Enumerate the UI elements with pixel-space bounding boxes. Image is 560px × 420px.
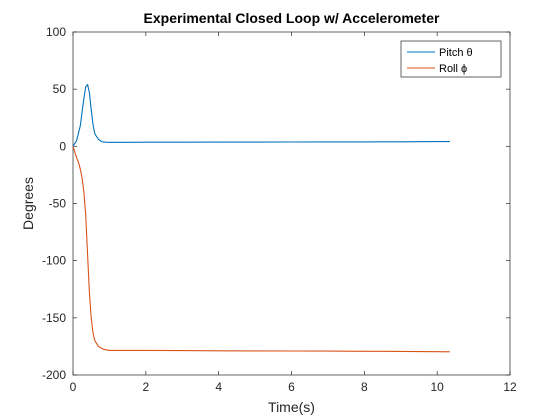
chart-title: Experimental Closed Loop w/ Acceleromete… [144, 10, 440, 26]
legend-entry: Pitch θ [439, 47, 473, 59]
x-tick-label: 6 [288, 380, 295, 394]
x-tick-label: 0 [70, 380, 77, 394]
x-axis-title: Time(s) [268, 399, 315, 415]
legend: Pitch θ Roll ϕ [400, 40, 502, 78]
y-tick-label: 50 [53, 82, 67, 96]
ticks-layer: 0 2 4 6 8 10 12 100 50 0 -50 -100 -150 -200 [42, 25, 517, 394]
x-tick-label: 4 [215, 380, 222, 394]
y-tick-label: -100 [42, 254, 66, 268]
series-layer [72, 84, 450, 353]
x-tick-label: 10 [430, 380, 444, 394]
series-line-roll [72, 146, 450, 353]
x-tick-label: 12 [503, 380, 517, 394]
y-tick-label: 0 [59, 139, 66, 153]
x-tick-label: 2 [142, 380, 149, 394]
legend-box [400, 40, 502, 78]
y-tick-label: -200 [42, 368, 66, 382]
y-tick-label: -150 [42, 311, 66, 325]
y-axis-title: Degrees [20, 177, 36, 230]
x-tick-label: 8 [361, 380, 368, 394]
legend-entry: Roll ϕ [439, 63, 467, 75]
axes-box [72, 31, 511, 376]
y-tick-label: 100 [46, 25, 66, 39]
series-line-pitch [72, 84, 450, 147]
y-tick-label: -50 [49, 197, 67, 211]
